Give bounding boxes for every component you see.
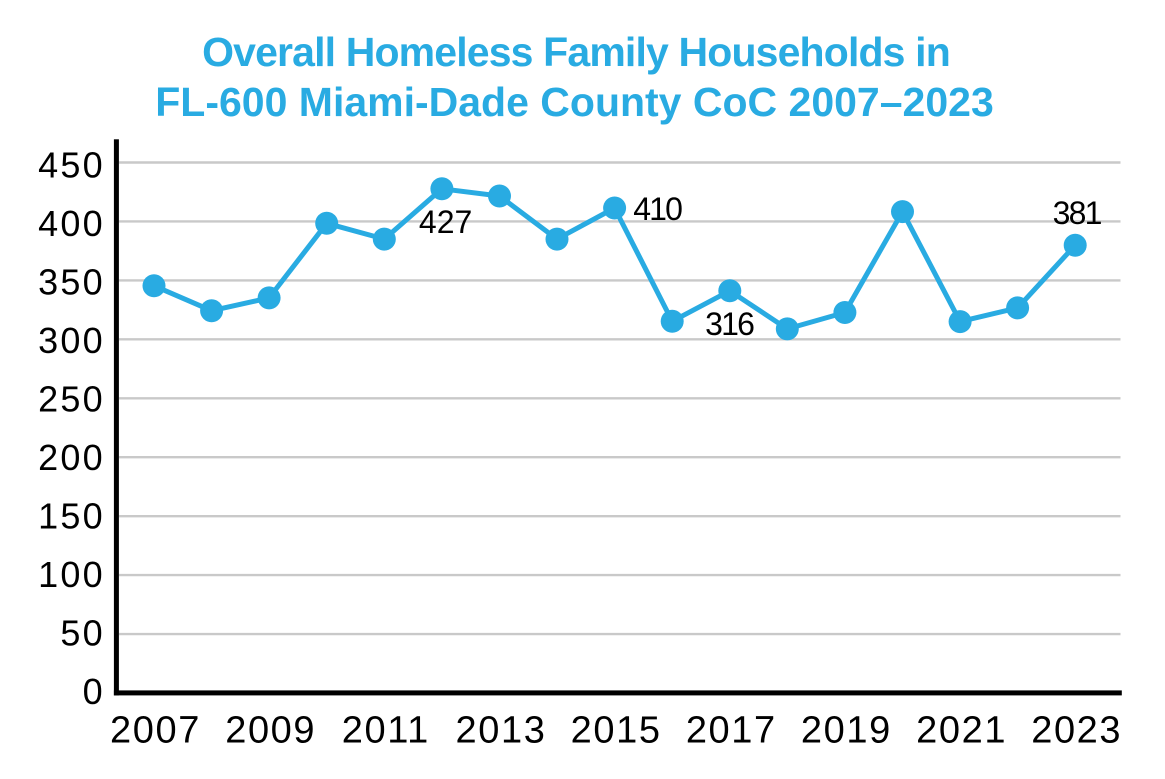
- svg-text:2013: 2013: [456, 710, 547, 752]
- svg-text:2011: 2011: [342, 710, 430, 752]
- svg-text:2015: 2015: [571, 710, 662, 752]
- svg-text:0: 0: [83, 671, 105, 712]
- svg-text:410: 410: [633, 191, 682, 227]
- svg-text:350: 350: [38, 262, 105, 303]
- svg-text:2021: 2021: [916, 710, 1007, 752]
- svg-text:100: 100: [38, 554, 105, 595]
- svg-text:450: 450: [38, 145, 105, 186]
- svg-text:150: 150: [38, 496, 105, 537]
- svg-text:2019: 2019: [801, 710, 892, 752]
- svg-text:2017: 2017: [686, 710, 777, 752]
- svg-text:200: 200: [38, 437, 105, 478]
- svg-text:2023: 2023: [1031, 710, 1122, 752]
- svg-text:250: 250: [38, 379, 105, 420]
- svg-text:316: 316: [705, 306, 754, 342]
- svg-text:427: 427: [419, 204, 472, 240]
- svg-text:FL-600 Miami-Dade County CoC 2: FL-600 Miami-Dade County CoC 2007–2023: [155, 79, 994, 125]
- svg-text:2007: 2007: [110, 710, 201, 752]
- svg-text:Overall Homeless Family Househ: Overall Homeless Family Households in: [202, 29, 950, 75]
- svg-text:381: 381: [1053, 195, 1102, 231]
- svg-text:300: 300: [38, 320, 105, 361]
- svg-text:400: 400: [38, 203, 105, 244]
- svg-text:2009: 2009: [225, 710, 316, 752]
- svg-text:50: 50: [60, 613, 104, 654]
